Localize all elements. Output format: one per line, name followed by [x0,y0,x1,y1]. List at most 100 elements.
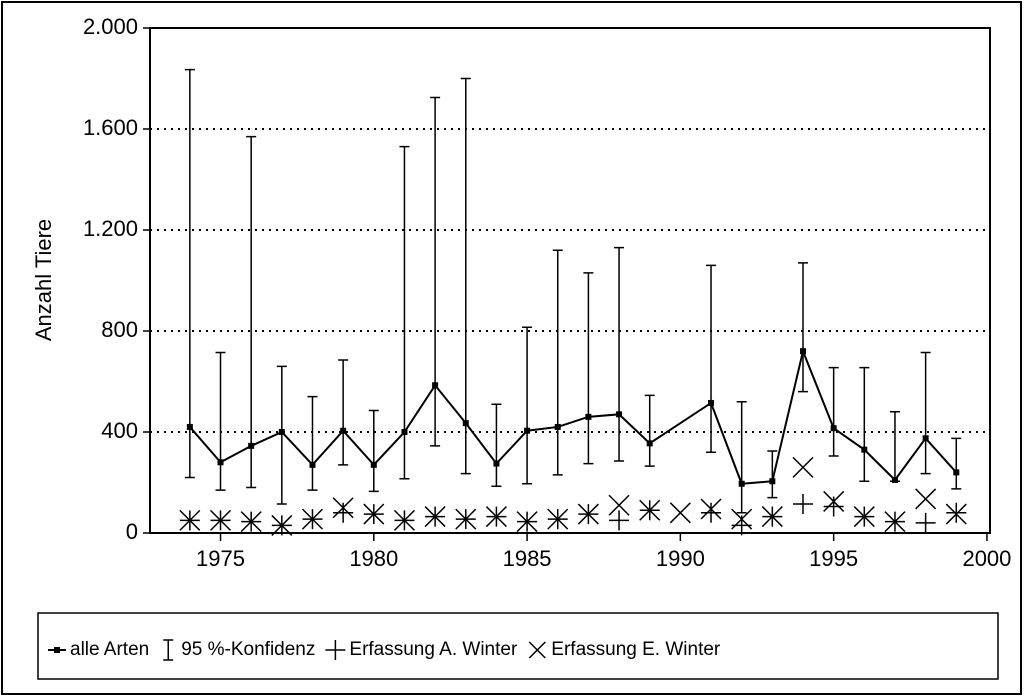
x-tick-label: 1975 [196,546,245,571]
error-bar [583,272,594,465]
point [554,423,561,430]
error-bar [951,437,962,490]
error-bar [552,249,563,476]
point [915,512,936,533]
y-tick-label: 400 [101,418,138,443]
point [700,498,722,520]
error-bar [307,395,318,491]
y-tick-label: 2.000 [83,14,138,39]
point [769,478,776,485]
point [340,427,347,434]
point [738,480,745,487]
point [278,429,285,435]
point [646,440,653,447]
point [639,499,661,521]
point [616,411,623,418]
point [585,413,592,420]
error-bar [614,246,625,462]
x-tick-label: 1995 [809,546,858,571]
point [823,496,844,517]
point [485,506,507,528]
legend-label: alle Arten [70,639,149,660]
point [861,446,868,453]
error-bar [338,359,349,466]
point [701,502,722,523]
x-tick-label: 1985 [503,546,552,571]
point [271,514,293,536]
point [333,502,354,523]
point [823,490,845,512]
point [792,456,814,478]
error-bar [215,351,226,491]
point [179,509,201,531]
point [248,442,255,449]
error-bar [276,365,287,505]
error-bar [246,135,257,489]
point [761,506,783,528]
error-bar [889,411,900,482]
legend-label: Erfassung A. Winter [349,639,518,660]
error-bar [859,366,870,482]
y-tick-label: 1.600 [83,115,138,140]
line [189,347,958,485]
legend-label: 95 %-Konfidenz [181,639,315,660]
point [731,508,753,530]
point [946,502,967,523]
error-bar [920,351,931,475]
y-tick-label: 0 [126,519,138,544]
y-axis-label: Anzahl Tiere [31,219,56,341]
legend-box [37,612,999,680]
point [945,503,967,525]
legend-symbol [325,640,346,660]
point [577,503,599,525]
error-bar [368,409,379,493]
point [669,502,691,524]
point [524,427,531,434]
error-bar [767,450,778,499]
point [799,348,806,355]
point [424,506,446,528]
point [301,508,324,530]
x-tick-label: 1980 [349,546,398,571]
x-tick-label: 2000 [962,546,1011,571]
legend-symbol [163,639,174,661]
point [884,511,906,533]
plot-area [149,27,991,534]
point [370,461,377,468]
point [493,460,500,467]
error-bar [736,400,747,514]
legend-symbol [528,641,546,659]
legend-label: Erfassung E. Winter [551,639,721,660]
error-bar [460,77,471,475]
point [891,476,898,483]
error-bar [399,145,410,480]
error-bar [430,96,441,447]
point [217,459,224,466]
error-bar [828,366,839,457]
point [240,511,262,533]
point [915,488,937,510]
error-bar [797,262,808,393]
y-tick-label: 1.200 [83,216,138,241]
error-bar [522,326,533,485]
point [547,508,569,530]
point [393,509,415,531]
point [792,493,813,514]
error-bar [184,68,195,479]
point [455,508,477,530]
point [401,429,408,435]
point [853,506,875,528]
point [708,399,715,406]
y-tick-label: 800 [101,317,138,342]
point [922,435,929,442]
point [516,511,538,533]
legend-symbol [54,647,60,653]
error-bar [644,394,655,467]
point [309,461,316,468]
point [608,494,630,516]
point [332,497,354,519]
point [462,420,469,427]
error-bar [706,264,717,453]
